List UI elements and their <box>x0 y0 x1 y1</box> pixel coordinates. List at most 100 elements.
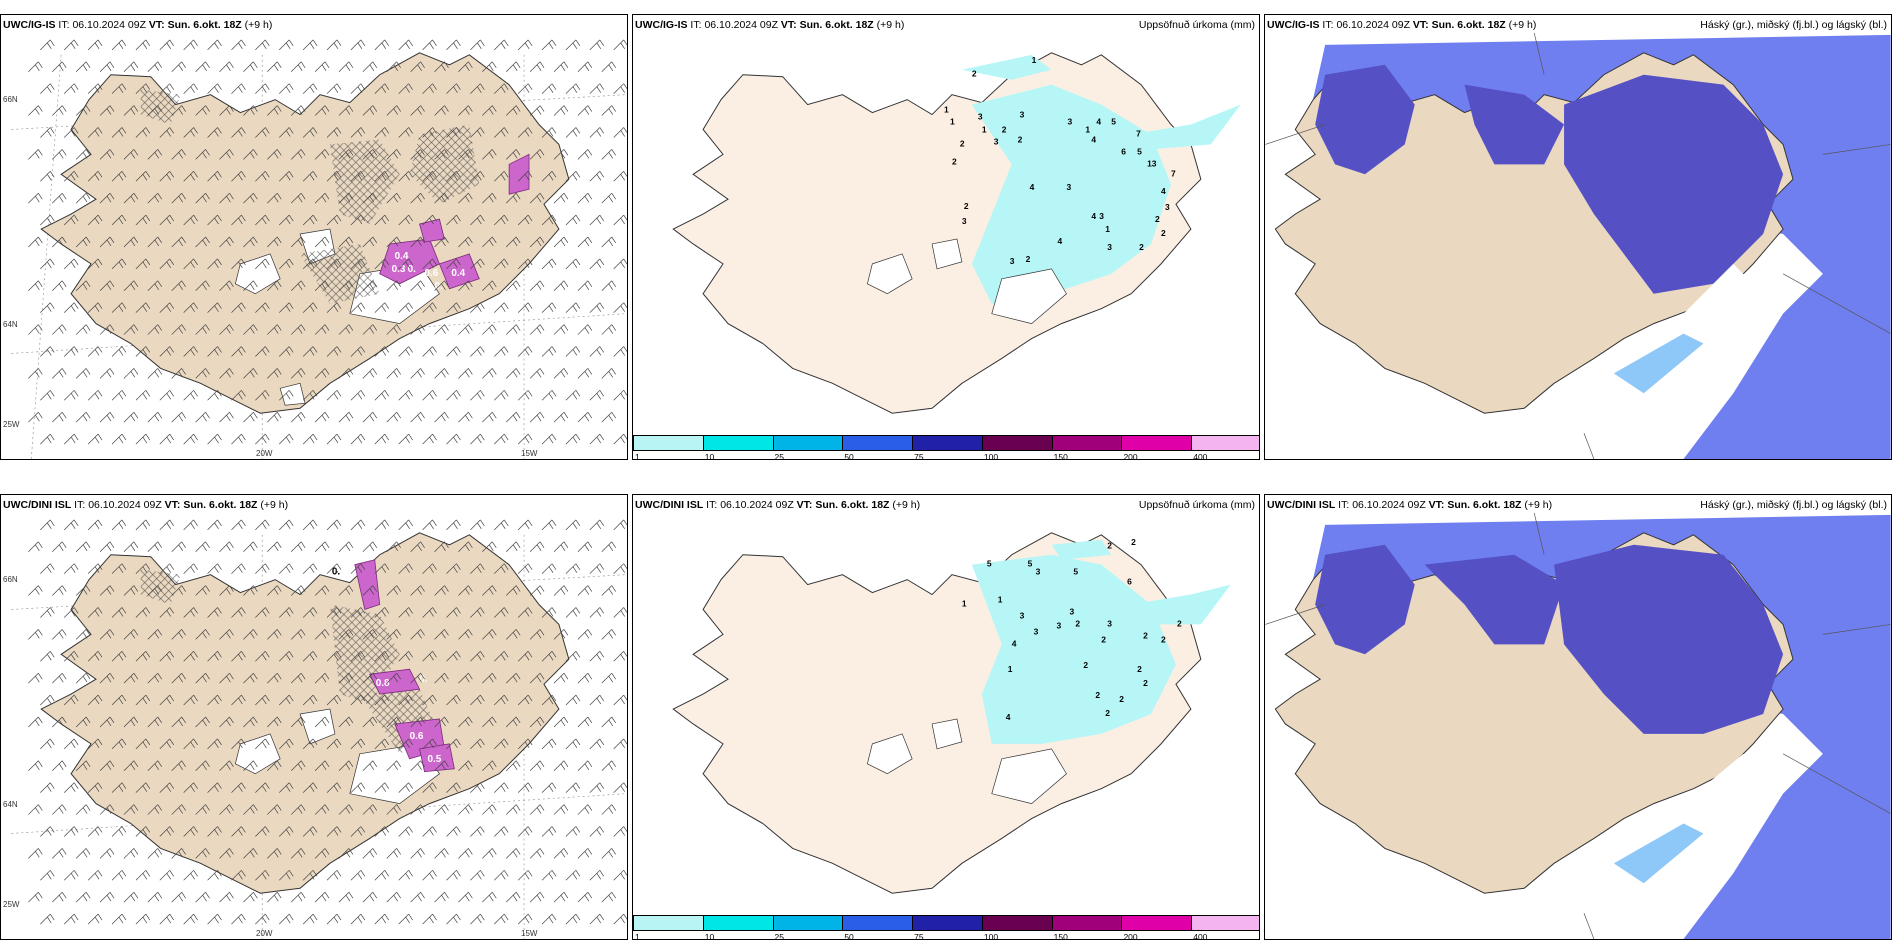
wind-barb <box>410 629 425 640</box>
wind-barb <box>255 39 270 51</box>
wind-barb <box>290 411 306 423</box>
wind-barb <box>87 694 103 706</box>
colorbar-tick: 10 <box>704 932 715 940</box>
wind-barb <box>255 346 270 357</box>
wind-barb <box>147 541 163 552</box>
wind-barb <box>326 171 342 182</box>
wind-barb <box>279 563 294 574</box>
wind-barb <box>219 411 234 423</box>
wind-barb <box>541 826 557 837</box>
wind-barb <box>362 891 378 903</box>
wind-barb <box>52 192 67 204</box>
wind-barb <box>601 848 617 859</box>
wind-barb <box>171 629 186 640</box>
wind-barb <box>494 214 509 226</box>
wind-barb <box>398 39 413 51</box>
wind-barb <box>374 258 390 270</box>
wind-barb <box>422 738 437 750</box>
wind-barb <box>135 127 151 138</box>
wind-barb <box>541 913 557 925</box>
wind-barb <box>529 324 545 335</box>
wind-barb <box>243 105 258 116</box>
wind-barb <box>135 390 151 401</box>
wind-barb <box>87 782 103 793</box>
wind-barb <box>99 672 115 684</box>
wind-barb <box>267 368 282 379</box>
wind-barb <box>28 891 43 903</box>
precip-title: Uppsöfnuð úrkoma (mm) <box>1138 19 1255 31</box>
wind-barb <box>279 302 294 313</box>
wind-barb <box>302 694 318 706</box>
wind-barb <box>362 192 378 204</box>
wind-barb <box>577 804 593 815</box>
wind-barb <box>565 607 581 618</box>
wind-barb <box>350 214 366 226</box>
wind-barb <box>123 368 139 379</box>
wind-barb <box>255 390 270 401</box>
lead-time: (+9 h) <box>260 499 289 511</box>
wind-barb <box>482 236 497 248</box>
wind-barb <box>255 519 270 531</box>
wind-barb <box>517 390 533 401</box>
colorbar-tick: 200 <box>1123 932 1138 940</box>
wind-barb <box>28 149 43 160</box>
wind-barb <box>231 563 246 574</box>
wind-barb <box>75 105 91 116</box>
wind-barb <box>195 891 210 903</box>
wind-barb <box>494 171 509 182</box>
wind-barb <box>565 519 581 531</box>
wind-barb <box>135 214 151 226</box>
wind-barb <box>398 870 413 881</box>
wind-barb <box>111 171 127 182</box>
wind-barb <box>553 411 569 423</box>
wind-barb <box>565 913 581 925</box>
wind-barb <box>350 302 366 313</box>
wind-barb <box>255 826 270 837</box>
wind-barb <box>505 324 521 335</box>
wind-barb <box>613 826 627 837</box>
wind-barb <box>458 716 473 728</box>
wind-barb <box>171 280 186 292</box>
wind-barb <box>589 519 605 531</box>
wind-barb <box>362 585 378 596</box>
wind-barb <box>458 411 473 423</box>
wind-barb <box>577 760 593 772</box>
sigma-label: 0.4 <box>395 251 409 262</box>
lead-time: (+9 h) <box>1508 19 1537 31</box>
wind-barb <box>565 302 581 313</box>
wind-barb <box>350 607 366 618</box>
precip-value-label: 3 <box>1107 242 1112 252</box>
wind-barb <box>338 236 354 248</box>
wind-barb <box>135 913 151 925</box>
wind-barb <box>398 519 413 531</box>
wind-barb <box>589 171 605 182</box>
wind-barb <box>255 694 270 706</box>
wind-barb <box>267 804 282 815</box>
wind-barb <box>290 280 306 292</box>
wind-barb <box>577 411 593 423</box>
wind-barb <box>601 192 617 204</box>
wind-barb <box>171 672 186 684</box>
lon-label: 15W <box>521 929 538 938</box>
wind-barb <box>350 83 366 94</box>
lat-label: 64N <box>3 320 18 329</box>
wind-barb <box>207 171 222 182</box>
wind-barb <box>434 804 449 815</box>
colorbar-tick: 1 <box>635 452 640 460</box>
wind-barb <box>147 629 163 640</box>
wind-barb <box>494 302 509 313</box>
wind-barb <box>338 804 354 815</box>
wind-barb <box>529 541 545 552</box>
wind-barb <box>529 236 545 248</box>
wind-barb <box>350 519 366 531</box>
wind-barb <box>314 149 330 160</box>
wind-barb <box>159 826 175 837</box>
wind-barb <box>326 390 342 401</box>
wind-barb <box>267 541 282 552</box>
wind-barb <box>290 760 306 772</box>
wind-barb <box>529 804 545 815</box>
wind-barb <box>123 585 139 596</box>
it-value: 06.10.2024 09Z <box>88 499 162 511</box>
wind-barb <box>482 280 497 292</box>
